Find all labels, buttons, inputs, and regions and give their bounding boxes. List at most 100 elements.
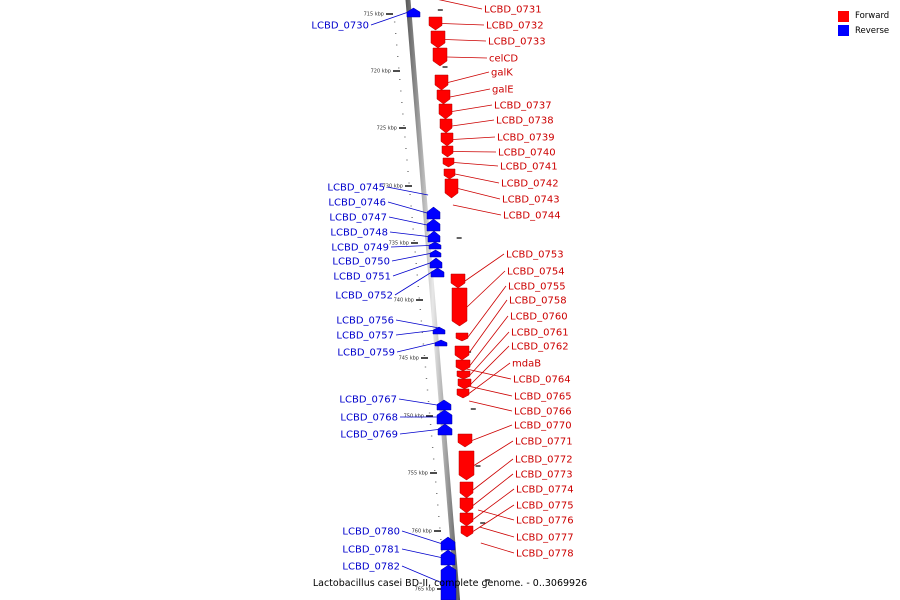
gene-feature-reverse[interactable] <box>426 218 441 232</box>
gene-feature-forward[interactable] <box>444 178 459 199</box>
gene-feature-forward[interactable] <box>441 145 454 158</box>
gene-label-reverse[interactable]: LCBD_0768 <box>340 413 398 424</box>
gene-label-forward[interactable]: LCBD_0732 <box>486 21 544 32</box>
gene-label-reverse[interactable]: LCBD_0745 <box>327 183 385 194</box>
gene-label-forward[interactable]: LCBD_0766 <box>514 407 572 418</box>
gene-label-forward[interactable]: LCBD_0772 <box>515 455 573 466</box>
gene-feature-reverse[interactable] <box>440 549 456 566</box>
gene-label-reverse[interactable]: LCBD_0757 <box>336 331 394 342</box>
gene-feature-reverse[interactable] <box>406 7 421 18</box>
gene-feature-reverse[interactable] <box>432 326 446 335</box>
gene-label-forward[interactable]: LCBD_0770 <box>514 421 572 432</box>
gene-label-reverse[interactable]: LCBD_0767 <box>339 395 397 406</box>
gene-label-reverse[interactable]: LCBD_0756 <box>336 316 394 327</box>
gene-label-forward[interactable]: LCBD_0744 <box>503 211 561 222</box>
gene-label-reverse[interactable]: LCBD_0780 <box>342 527 400 538</box>
gene-label-forward[interactable]: LCBD_0776 <box>516 516 574 527</box>
gene-label-forward[interactable]: mdaB <box>512 359 541 370</box>
gene-label-forward[interactable]: LCBD_0774 <box>516 485 574 496</box>
gene-label-forward[interactable]: LCBD_0777 <box>516 533 574 544</box>
gene-feature-forward[interactable] <box>454 345 470 361</box>
gene-feature-forward[interactable] <box>432 47 448 67</box>
gene-connector-line <box>388 216 428 226</box>
gene-label-forward[interactable]: celCD <box>489 54 518 65</box>
gene-feature-forward[interactable] <box>460 525 474 538</box>
gene-feature-forward[interactable] <box>428 16 443 31</box>
gene-connector-line <box>401 565 442 583</box>
gene-feature-forward[interactable] <box>459 481 474 499</box>
gene-label-forward[interactable]: LCBD_0733 <box>488 37 546 48</box>
gene-label-reverse[interactable]: LCBD_0781 <box>342 545 400 556</box>
gene-feature-reverse[interactable] <box>440 564 457 600</box>
gene-label-forward[interactable]: LCBD_0765 <box>514 392 572 403</box>
gene-label-forward[interactable]: LCBD_0738 <box>496 116 554 127</box>
gene-feature-forward[interactable] <box>456 388 470 399</box>
gene-label-forward[interactable]: LCBD_0778 <box>516 549 574 560</box>
gene-label-reverse[interactable]: LCBD_0746 <box>328 198 386 209</box>
gene-label-reverse[interactable]: LCBD_0730 <box>311 21 369 32</box>
gene-feature-reverse[interactable] <box>428 241 442 250</box>
gene-label-forward[interactable]: LCBD_0773 <box>515 470 573 481</box>
gene-feature-reverse[interactable] <box>434 339 448 347</box>
gene-label-reverse[interactable]: LCBD_0749 <box>331 243 389 254</box>
gene-label-forward[interactable]: LCBD_0731 <box>484 5 542 16</box>
gene-feature-forward[interactable] <box>440 132 454 147</box>
gene-feature-forward[interactable] <box>457 378 472 390</box>
gene-label-forward[interactable]: LCBD_0739 <box>497 133 555 144</box>
gene-feature-forward[interactable] <box>439 118 453 134</box>
gene-feature-forward[interactable] <box>442 157 455 168</box>
gene-label-forward[interactable]: LCBD_0771 <box>515 437 573 448</box>
gene-feature-reverse[interactable] <box>426 206 441 220</box>
gene-label-forward[interactable]: LCBD_0775 <box>516 501 574 512</box>
gene-feature-forward[interactable] <box>438 103 453 120</box>
gene-label-reverse[interactable]: LCBD_0759 <box>337 348 395 359</box>
gene-feature-forward[interactable] <box>430 30 446 49</box>
gene-label-forward[interactable]: LCBD_0743 <box>502 195 560 206</box>
gene-feature-forward[interactable] <box>458 450 475 481</box>
gene-label-reverse[interactable]: LCBD_0782 <box>342 562 400 573</box>
gene-feature-forward[interactable] <box>456 370 471 380</box>
gene-label-reverse[interactable]: LCBD_0748 <box>330 228 388 239</box>
gene-label-forward[interactable]: galK <box>491 68 513 79</box>
gene-label-forward[interactable]: LCBD_0762 <box>511 342 569 353</box>
gene-connector-line <box>457 188 501 200</box>
gene-feature-forward[interactable] <box>459 512 474 527</box>
gene-connector-line <box>438 0 483 10</box>
gene-feature-forward[interactable] <box>434 74 449 91</box>
gene-feature-reverse[interactable] <box>427 230 441 243</box>
gene-feature-forward[interactable] <box>436 89 451 105</box>
gene-feature-reverse[interactable] <box>437 423 453 436</box>
gene-feature-reverse[interactable] <box>436 409 453 425</box>
gene-feature-reverse[interactable] <box>430 267 445 278</box>
gene-label-reverse[interactable]: LCBD_0752 <box>335 291 393 302</box>
gene-feature-reverse[interactable] <box>436 399 452 411</box>
gene-label-forward[interactable]: LCBD_0737 <box>494 101 552 112</box>
map-caption: Lactobacillus casei BD-II, complete geno… <box>312 578 588 589</box>
gene-connector-line <box>390 245 430 248</box>
gene-label-forward[interactable]: LCBD_0740 <box>498 148 556 159</box>
gene-label-forward[interactable]: LCBD_0760 <box>510 312 568 323</box>
gene-feature-forward[interactable] <box>455 332 469 342</box>
gene-label-forward[interactable]: LCBD_0754 <box>507 267 565 278</box>
gene-feature-forward[interactable] <box>459 497 474 514</box>
gene-label-reverse[interactable]: LCBD_0750 <box>332 257 390 268</box>
gene-label-reverse[interactable]: LCBD_0769 <box>340 430 398 441</box>
gene-label-forward[interactable]: LCBD_0758 <box>509 296 567 307</box>
gene-feature-forward[interactable] <box>450 273 466 289</box>
gene-label-reverse[interactable]: LCBD_0747 <box>329 213 387 224</box>
gene-feature-forward[interactable] <box>451 287 468 327</box>
gene-feature-forward[interactable] <box>457 433 473 448</box>
gene-label-forward[interactable]: galE <box>492 85 514 96</box>
gene-label-reverse[interactable]: LCBD_0751 <box>333 272 391 283</box>
gene-label-forward[interactable]: LCBD_0741 <box>500 162 558 173</box>
gene-label-forward[interactable]: LCBD_0761 <box>511 328 569 339</box>
gene-label-forward[interactable]: LCBD_0755 <box>508 282 566 293</box>
gene-label-forward[interactable]: LCBD_0742 <box>501 179 559 190</box>
gene-feature-forward[interactable] <box>443 168 456 180</box>
gene-feature-reverse[interactable] <box>429 249 442 258</box>
gene-label-forward[interactable]: LCBD_0753 <box>506 250 564 261</box>
gene-label-forward[interactable]: LCBD_0764 <box>513 375 571 386</box>
gene-connector-line <box>399 429 439 435</box>
gene-feature-reverse[interactable] <box>429 257 443 269</box>
